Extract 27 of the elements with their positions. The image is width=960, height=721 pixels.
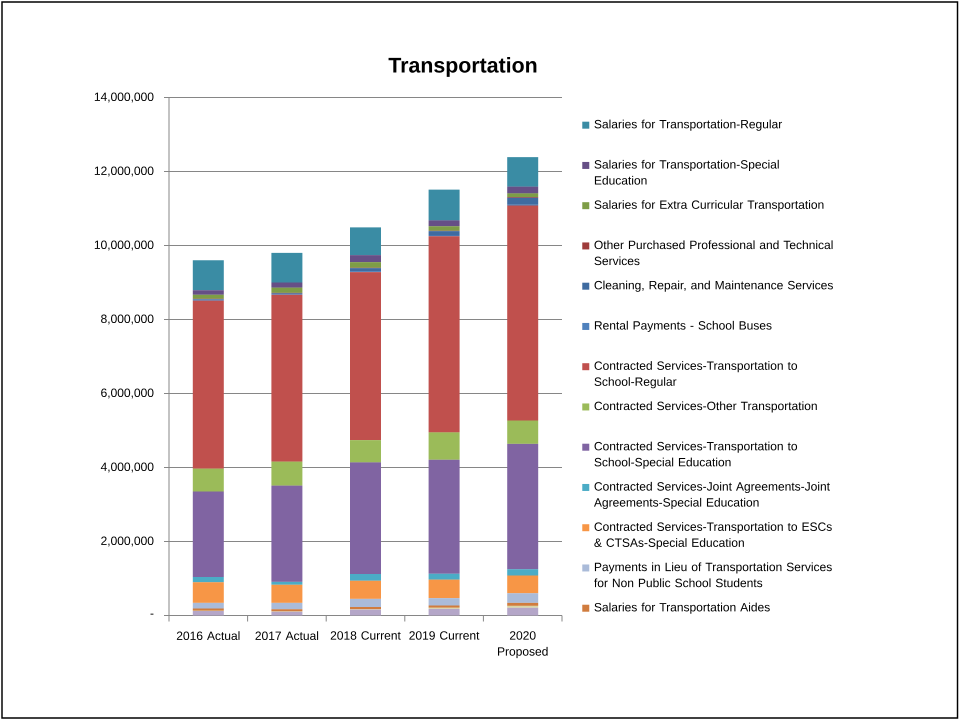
y-tick-label: 14,000,000 xyxy=(94,92,154,102)
legend-label: Contracted Services-Transportation to ESCs & CTSAs-Special Education xyxy=(594,522,832,550)
x-tick-label: 2019 Current xyxy=(409,631,480,640)
y-tick-label: - xyxy=(150,614,154,615)
legend-label: Contracted Services-Transportation to School-Special Education xyxy=(594,442,798,469)
x-tick-label: 2016 Actual xyxy=(176,631,240,640)
legend-label: Other Purchased Professional and Technical Services xyxy=(594,240,833,266)
legend-label: Salaries for Transportation-Regular xyxy=(594,120,782,131)
chart-title: Transportation xyxy=(388,57,536,77)
x-tick-label: 2020 Proposed xyxy=(498,631,548,658)
y-tick-label: 8,000,000 xyxy=(101,314,154,324)
legend-label: Contracted Services-Other Transportation xyxy=(594,401,817,413)
legend-label: Cleaning, Repair, and Maintenance Services xyxy=(594,280,833,292)
y-tick-label: 2,000,000 xyxy=(101,536,154,546)
legend-label: Contracted Services-Joint Agreements-Joint Agreements-Special Education xyxy=(594,482,830,510)
legend-label: Payments in Lieu of Transportation Services for Non Public School Students xyxy=(594,562,832,588)
y-tick-label: 4,000,000 xyxy=(100,462,154,472)
y-tick-label: 12,000,000 xyxy=(94,166,154,176)
x-tick-label: 2018 Current xyxy=(330,631,401,640)
legend-label: Salaries for Extra Curricular Transportation xyxy=(594,200,824,212)
legend-label: Salaries for Transportation Aides xyxy=(594,602,770,614)
y-tick-label: 10,000,000 xyxy=(94,240,154,250)
y-tick-label: 6,000,000 xyxy=(101,388,154,398)
legend-label: Rental Payments - School Buses xyxy=(594,320,772,332)
x-tick-label: 2017 Actual xyxy=(255,631,318,640)
legend-label: Contracted Services-Transportation to School-Regular xyxy=(594,361,798,388)
legend-label: Salaries for Transportation-Special Education xyxy=(594,160,779,185)
